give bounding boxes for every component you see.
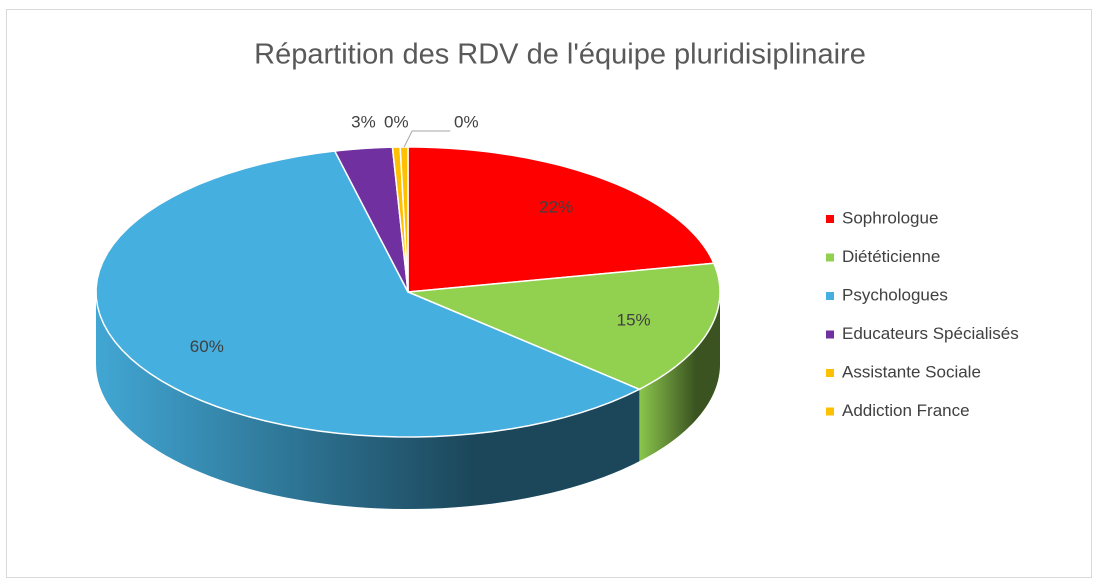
legend-label: Diététicienne	[842, 247, 940, 266]
slice	[391, 146, 409, 293]
side-shade	[639, 292, 720, 462]
data-label: 0%	[384, 112, 409, 131]
legend-label: Sophrologue	[842, 208, 938, 227]
legend-label: Psychologues	[842, 285, 948, 304]
side-shade	[96, 292, 640, 509]
slice	[95, 150, 642, 438]
slice	[407, 146, 715, 293]
data-label: 60%	[190, 337, 224, 356]
data-label: 3%	[351, 112, 376, 131]
legend-swatch	[826, 407, 834, 416]
chart-title: Répartition des RDV de l'équipe pluridis…	[254, 39, 866, 71]
data-label: 15%	[617, 310, 651, 329]
legend-swatch	[826, 292, 834, 300]
legend-swatch	[826, 215, 834, 223]
leader-line	[403, 130, 451, 148]
data-label: 0%	[454, 112, 479, 131]
legend-label: Educateurs Spécialisés	[842, 324, 1019, 343]
legend-swatch	[826, 330, 834, 339]
slice	[333, 146, 409, 293]
slice	[407, 262, 721, 391]
data-label: 22%	[539, 197, 573, 216]
legend-label: Assistante Sociale	[842, 362, 981, 381]
legend-swatch	[826, 369, 834, 377]
legend-label: Addiction France	[842, 401, 970, 420]
legend-swatch	[826, 253, 834, 262]
